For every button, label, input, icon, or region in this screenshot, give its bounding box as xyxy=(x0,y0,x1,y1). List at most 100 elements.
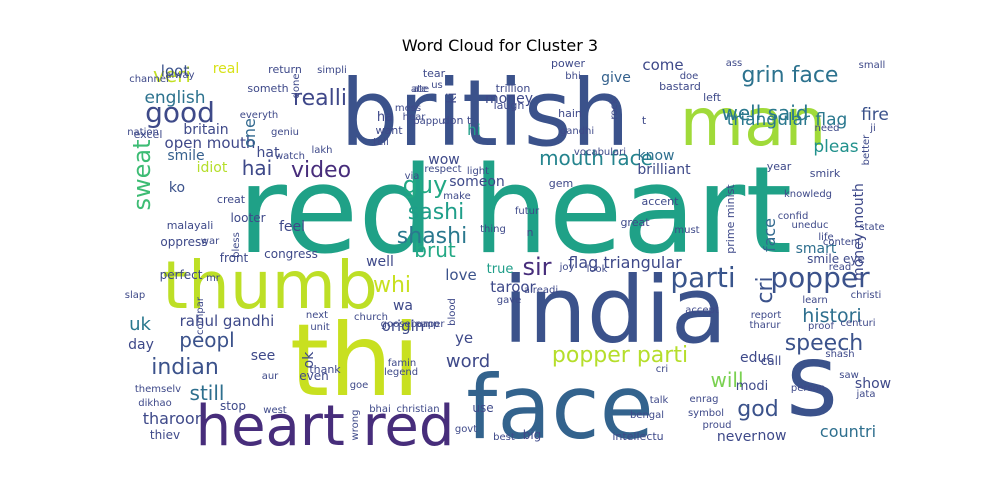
word-26: mouth face xyxy=(539,146,653,170)
word-6: s xyxy=(786,322,838,439)
word-131: don t xyxy=(443,114,472,127)
word-38: sashi xyxy=(408,200,464,225)
word-61: indian xyxy=(151,355,219,380)
word-33: idiot xyxy=(197,160,228,176)
word-29: sweat xyxy=(128,139,156,210)
word-120: pappu xyxy=(413,116,445,127)
word-48: whi xyxy=(373,273,411,298)
word-31: britain xyxy=(183,122,228,138)
word-134: via xyxy=(405,171,420,182)
word-96: creat xyxy=(217,193,246,206)
word-109: us xyxy=(431,80,443,91)
word-47: sir xyxy=(522,253,551,281)
word-114: bastard xyxy=(659,80,701,93)
word-145: life xyxy=(818,232,833,243)
word-115: doe xyxy=(680,71,699,82)
word-118: left xyxy=(703,91,722,104)
word-160: paper xyxy=(415,319,445,330)
word-62: origin xyxy=(382,317,425,335)
word-5: thumb xyxy=(162,247,378,324)
word-112: power xyxy=(551,57,585,70)
word-136: gem xyxy=(549,177,573,190)
word-49: cri xyxy=(753,276,778,303)
word-46: flag triangular xyxy=(568,253,682,272)
word-58: rahul gandhi xyxy=(180,312,275,330)
word-103: return xyxy=(268,63,302,76)
word-74: tharoor xyxy=(143,409,202,428)
word-108: tear xyxy=(423,67,446,80)
word-174: centuri xyxy=(840,318,875,329)
word-119: laugh xyxy=(494,99,525,112)
word-0: red heart xyxy=(238,142,793,281)
word-107: lakh xyxy=(311,145,332,156)
word-202: geniu xyxy=(271,127,299,138)
word-149: accent xyxy=(642,195,680,208)
word-42: someon xyxy=(449,174,505,190)
word-168: church xyxy=(354,312,388,323)
word-155: joy xyxy=(559,262,575,273)
word-139: better xyxy=(861,134,872,165)
word-45: money mouth xyxy=(851,183,867,281)
word-165: compar xyxy=(195,296,206,335)
word-72: now xyxy=(758,428,787,444)
word-4: thi xyxy=(290,302,420,419)
word-152: must xyxy=(674,225,699,236)
word-60: day xyxy=(128,337,154,353)
word-170: accept xyxy=(685,305,719,316)
word-190: bhai xyxy=(369,404,391,415)
word-166: next xyxy=(306,310,328,321)
word-92: oppress xyxy=(160,235,207,249)
word-18: money xyxy=(485,91,533,107)
word-95: looter xyxy=(230,211,265,225)
word-94: malayali xyxy=(167,219,214,232)
word-197: proud xyxy=(702,420,731,431)
word-67: educ xyxy=(740,350,774,366)
word-82: stop xyxy=(220,399,246,413)
word-15: loot xyxy=(161,62,190,80)
word-11: popper xyxy=(770,261,870,294)
word-142: knowledg xyxy=(784,189,832,200)
word-180: saw xyxy=(839,370,859,381)
word-117: small xyxy=(859,60,886,71)
word-185: dikhao xyxy=(138,398,172,409)
word-198: govt xyxy=(455,424,477,435)
word-41: wow xyxy=(428,152,459,168)
word-79: ok xyxy=(301,351,317,369)
word-135: make xyxy=(443,191,470,202)
word-132: t xyxy=(642,114,647,127)
word-130: want xyxy=(375,124,403,137)
word-138: ji xyxy=(869,123,876,134)
word-101: someth xyxy=(247,82,288,95)
word-50: love xyxy=(445,266,476,284)
word-20: give xyxy=(601,70,631,86)
word-57: peopl xyxy=(179,328,235,352)
word-129: tell xyxy=(373,137,389,148)
word-193: talk xyxy=(650,395,669,406)
word-147: content xyxy=(823,237,861,248)
word-110: ate xyxy=(413,84,429,95)
word-148: prime minist xyxy=(724,184,737,254)
word-44: face xyxy=(760,218,779,252)
word-76: well xyxy=(366,254,394,270)
word-187: legend xyxy=(384,367,418,378)
word-27: know xyxy=(638,148,675,164)
word-171: report xyxy=(751,310,782,321)
word-13: realli xyxy=(293,86,347,111)
word-14: veri xyxy=(153,63,191,87)
word-113: bhi xyxy=(565,71,580,82)
word-126: ki xyxy=(445,92,460,103)
word-84: wa xyxy=(393,298,413,314)
word-179: person xyxy=(791,383,825,394)
word-69: still xyxy=(190,381,225,405)
word-81: thank xyxy=(309,363,341,376)
word-158: gave xyxy=(497,295,522,306)
word-156: look xyxy=(587,264,608,275)
word-137: need xyxy=(815,123,840,134)
word-9: grin face xyxy=(742,63,839,88)
word-176: learn xyxy=(802,295,827,306)
word-37: guy xyxy=(403,171,448,199)
word-63: ye xyxy=(455,329,473,347)
word-181: jata xyxy=(856,389,876,400)
